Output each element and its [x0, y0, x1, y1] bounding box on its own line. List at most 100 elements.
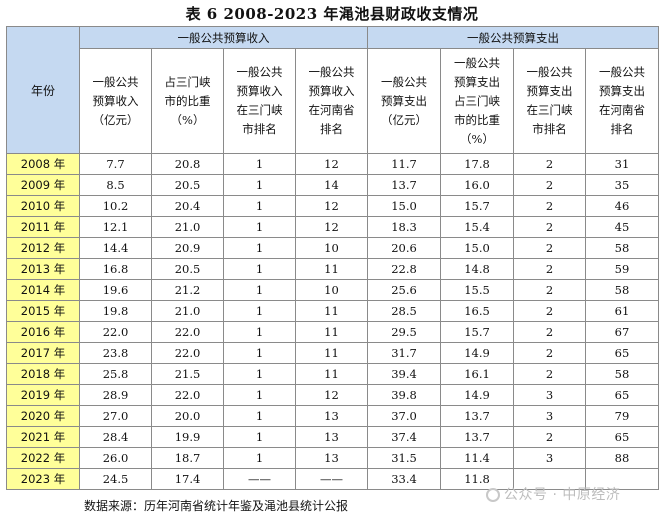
value-cell: 1	[223, 384, 296, 406]
value-cell: 23.8	[79, 342, 152, 364]
year-cell: 2022 年	[6, 447, 80, 469]
value-cell: 10.2	[79, 195, 152, 217]
year-cell: 2008 年	[6, 153, 80, 175]
value-cell: 1	[223, 363, 296, 385]
value-cell: 15.7	[440, 321, 514, 343]
value-cell: 1	[223, 174, 296, 196]
value-cell: 14.9	[440, 384, 514, 406]
table-row: 2013 年 16.8 20.5 1 11 22.8 14.8 2 59	[6, 258, 659, 280]
value-cell: 18.3	[367, 216, 441, 238]
header-income-amount: 一般公共预算收入（亿元）	[79, 48, 152, 154]
value-cell: 37.0	[367, 405, 441, 427]
value-cell: 2	[513, 216, 586, 238]
value-cell: 3	[513, 405, 586, 427]
value-cell: 20.5	[151, 174, 224, 196]
year-cell: 2014 年	[6, 279, 80, 301]
year-cell: 2023 年	[6, 468, 80, 490]
value-cell: 14.9	[440, 342, 514, 364]
value-cell: 46	[585, 195, 659, 217]
value-cell: ——	[295, 468, 368, 490]
value-cell: 7.7	[79, 153, 152, 175]
value-cell: 45	[585, 216, 659, 238]
table-row: 2020 年 27.0 20.0 1 13 37.0 13.7 3 79	[6, 405, 659, 427]
value-cell: 1	[223, 237, 296, 259]
value-cell: 17.8	[440, 153, 514, 175]
value-cell: 27.0	[79, 405, 152, 427]
value-cell: 58	[585, 363, 659, 385]
value-cell: 29.5	[367, 321, 441, 343]
value-cell: 15.5	[440, 279, 514, 301]
year-cell: 2016 年	[6, 321, 80, 343]
value-cell: 58	[585, 237, 659, 259]
value-cell: 10	[295, 237, 368, 259]
value-cell: 2	[513, 279, 586, 301]
table-row: 2008 年 7.7 20.8 1 12 11.7 17.8 2 31	[6, 153, 659, 175]
value-cell: 21.0	[151, 216, 224, 238]
header-year: 年份	[6, 26, 80, 154]
header-group-income: 一般公共预算收入	[79, 26, 368, 49]
header-income-share: 占三门峡市的比重（%）	[151, 48, 224, 154]
value-cell: 31.5	[367, 447, 441, 469]
year-cell: 2019 年	[6, 384, 80, 406]
value-cell: 2	[513, 153, 586, 175]
value-cell: 13	[295, 447, 368, 469]
value-cell: 12	[295, 384, 368, 406]
value-cell: 11	[295, 300, 368, 322]
value-cell: 65	[585, 342, 659, 364]
value-cell: 15.0	[367, 195, 441, 217]
year-cell: 2021 年	[6, 426, 80, 448]
value-cell: 11	[295, 321, 368, 343]
value-cell: 16.0	[440, 174, 514, 196]
value-cell: 12	[295, 216, 368, 238]
value-cell: 8.5	[79, 174, 152, 196]
value-cell: 59	[585, 258, 659, 280]
table-row: 2011 年 12.1 21.0 1 12 18.3 15.4 2 45	[6, 216, 659, 238]
value-cell: 1	[223, 447, 296, 469]
value-cell: 11	[295, 363, 368, 385]
value-cell: 26.0	[79, 447, 152, 469]
value-cell: 14	[295, 174, 368, 196]
value-cell: 16.5	[440, 300, 514, 322]
year-cell: 2010 年	[6, 195, 80, 217]
header-expense-rank-province: 一般公共预算支出在河南省排名	[585, 48, 659, 154]
header-expense-rank-city: 一般公共预算支出在三门峡市排名	[513, 48, 586, 154]
value-cell: 37.4	[367, 426, 441, 448]
year-cell: 2017 年	[6, 342, 80, 364]
watermark: 公众号 · 中原经济	[486, 484, 620, 504]
table-row: 2015 年 19.8 21.0 1 11 28.5 16.5 2 61	[6, 300, 659, 322]
value-cell: 10	[295, 279, 368, 301]
value-cell: 1	[223, 258, 296, 280]
value-cell: 2	[513, 321, 586, 343]
value-cell: 79	[585, 405, 659, 427]
value-cell: 2	[513, 342, 586, 364]
table-row: 2017 年 23.8 22.0 1 11 31.7 14.9 2 65	[6, 342, 659, 364]
value-cell: 11	[295, 342, 368, 364]
year-cell: 2018 年	[6, 363, 80, 385]
value-cell: 65	[585, 384, 659, 406]
value-cell: 19.6	[79, 279, 152, 301]
value-cell: 22.0	[151, 321, 224, 343]
header-group-expense: 一般公共预算支出	[367, 26, 659, 49]
value-cell: 14.8	[440, 258, 514, 280]
value-cell: 22.8	[367, 258, 441, 280]
value-cell: 13.7	[440, 405, 514, 427]
value-cell: 24.5	[79, 468, 152, 490]
value-cell: 39.4	[367, 363, 441, 385]
table-row: 2018 年 25.8 21.5 1 11 39.4 16.1 2 58	[6, 363, 659, 385]
table-row: 2022 年 26.0 18.7 1 13 31.5 11.4 3 88	[6, 447, 659, 469]
value-cell: 20.5	[151, 258, 224, 280]
year-cell: 2020 年	[6, 405, 80, 427]
table-row: 2014 年 19.6 21.2 1 10 25.6 15.5 2 58	[6, 279, 659, 301]
header-expense-share: 一般公共预算支出占三门峡市的比重（%）	[440, 48, 514, 154]
value-cell: 20.8	[151, 153, 224, 175]
value-cell: 22.0	[79, 321, 152, 343]
value-cell: 2	[513, 300, 586, 322]
value-cell: 2	[513, 426, 586, 448]
value-cell: 22.0	[151, 342, 224, 364]
value-cell: 15.7	[440, 195, 514, 217]
value-cell: 1	[223, 153, 296, 175]
value-cell: 25.8	[79, 363, 152, 385]
value-cell: 15.0	[440, 237, 514, 259]
value-cell: 28.4	[79, 426, 152, 448]
value-cell: 13	[295, 405, 368, 427]
